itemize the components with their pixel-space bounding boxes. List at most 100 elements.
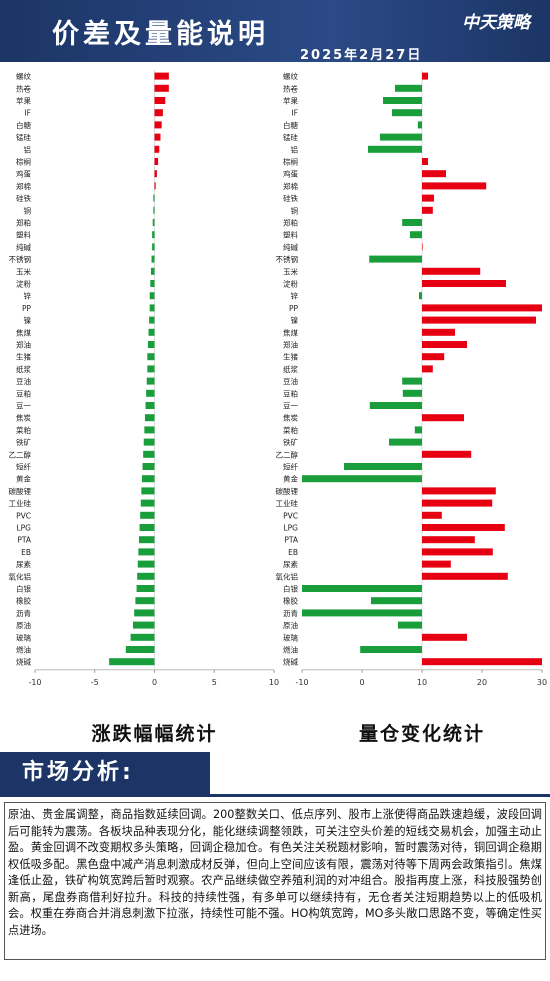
category-label: 沥青 <box>283 608 298 618</box>
bar <box>422 304 542 312</box>
category-label: 白银 <box>16 584 31 594</box>
bar <box>392 109 422 117</box>
category-label: 热卷 <box>16 83 31 93</box>
bar <box>136 585 155 592</box>
category-label: 工业硅 <box>276 498 299 508</box>
bar <box>422 170 446 178</box>
bar <box>154 170 157 178</box>
bar <box>109 658 155 666</box>
bar <box>368 145 422 153</box>
category-label: 郑粕 <box>16 218 31 228</box>
category-label: 苹果 <box>283 96 298 106</box>
x-tick-label: -5 <box>91 678 99 687</box>
category-label: 氧化铝 <box>9 571 32 581</box>
category-label: 螺纹 <box>16 71 31 81</box>
bar <box>422 316 536 324</box>
category-label: PTA <box>17 536 32 545</box>
x-tick-label: -10 <box>28 678 41 687</box>
analysis-heading: 市场分析: <box>0 752 210 794</box>
bar <box>417 121 422 129</box>
bar <box>146 377 155 385</box>
bar <box>137 560 155 568</box>
bar <box>422 524 505 531</box>
category-label: 铜 <box>24 205 32 215</box>
category-label: 黄金 <box>283 474 298 484</box>
category-label: 焦煤 <box>283 327 298 337</box>
category-label: 玻璃 <box>16 632 31 642</box>
header: 价差及量能说明 中天策略 2025年2月27日 <box>0 0 550 63</box>
bar <box>154 121 162 129</box>
category-label: 鸡蛋 <box>283 169 298 179</box>
bar <box>344 463 422 470</box>
category-label: 不锈钢 <box>276 254 299 264</box>
bar <box>149 292 155 300</box>
category-label: 橡胶 <box>16 596 31 606</box>
category-label: 焦煤 <box>16 327 31 337</box>
category-label: 氧化铝 <box>276 571 299 581</box>
bar <box>422 658 542 666</box>
x-tick-label: 0 <box>359 678 364 687</box>
bar <box>422 414 464 422</box>
bar <box>144 426 155 434</box>
category-label: 锰硅 <box>283 132 298 142</box>
bar <box>422 206 433 214</box>
bar <box>414 426 422 434</box>
category-label: IF <box>24 109 31 118</box>
category-label: 烧碱 <box>283 657 298 667</box>
bar <box>422 511 442 519</box>
category-label: 纸浆 <box>283 364 298 374</box>
category-label: 豆油 <box>16 376 31 386</box>
bar <box>398 621 422 629</box>
analysis-text: 原油、贵金属调整，商品指数延续回调。200整数关口、低点序列、股市上涨使得商品跌… <box>4 802 546 960</box>
category-label: 铜 <box>291 205 299 215</box>
category-label: 淀粉 <box>16 279 31 289</box>
bar <box>422 243 423 251</box>
bar <box>402 377 422 385</box>
category-label: 铝 <box>291 144 299 154</box>
bar <box>302 475 422 483</box>
bar <box>422 560 451 568</box>
category-label: 碳酸锂 <box>276 486 299 496</box>
bar <box>150 280 155 287</box>
bar <box>422 365 433 373</box>
bar <box>395 84 422 92</box>
divider <box>0 794 550 797</box>
category-label: 短纤 <box>283 462 298 472</box>
category-label: 棕榈 <box>16 157 31 167</box>
date: 2025年2月27日 <box>300 48 423 63</box>
title: 价差及量能说明 <box>52 19 269 50</box>
bar <box>149 304 155 312</box>
bar <box>422 72 428 80</box>
bar <box>144 414 155 422</box>
bar <box>154 97 166 104</box>
category-label: 淀粉 <box>283 279 298 289</box>
bar <box>152 231 155 239</box>
category-label: 豆一 <box>283 402 298 411</box>
x-tick-label: 5 <box>212 678 217 687</box>
category-label: 郑油 <box>16 340 31 350</box>
category-label: 生猪 <box>16 352 31 362</box>
bar <box>422 572 508 580</box>
category-label: 白糖 <box>283 120 298 130</box>
category-label: PVC <box>283 511 298 520</box>
category-label: 尿素 <box>16 559 31 569</box>
category-label: 纯碱 <box>16 242 31 252</box>
bar <box>147 341 155 348</box>
category-label: 锰硅 <box>16 132 31 142</box>
bar <box>125 646 155 653</box>
category-label: 原油 <box>283 620 298 630</box>
chart-title: 涨跌幅幅统计 <box>91 722 217 745</box>
x-tick-label: -10 <box>295 678 308 687</box>
bar <box>147 353 155 361</box>
category-label: 菜粕 <box>283 425 298 435</box>
bar <box>422 633 467 641</box>
bar <box>389 438 422 446</box>
category-label: 工业硅 <box>9 498 32 508</box>
bar <box>134 609 155 617</box>
category-label: 黄金 <box>16 474 31 484</box>
bar <box>422 341 467 348</box>
category-label: 棕榈 <box>283 157 298 167</box>
category-label: LPG <box>283 524 298 533</box>
bar <box>151 255 155 263</box>
